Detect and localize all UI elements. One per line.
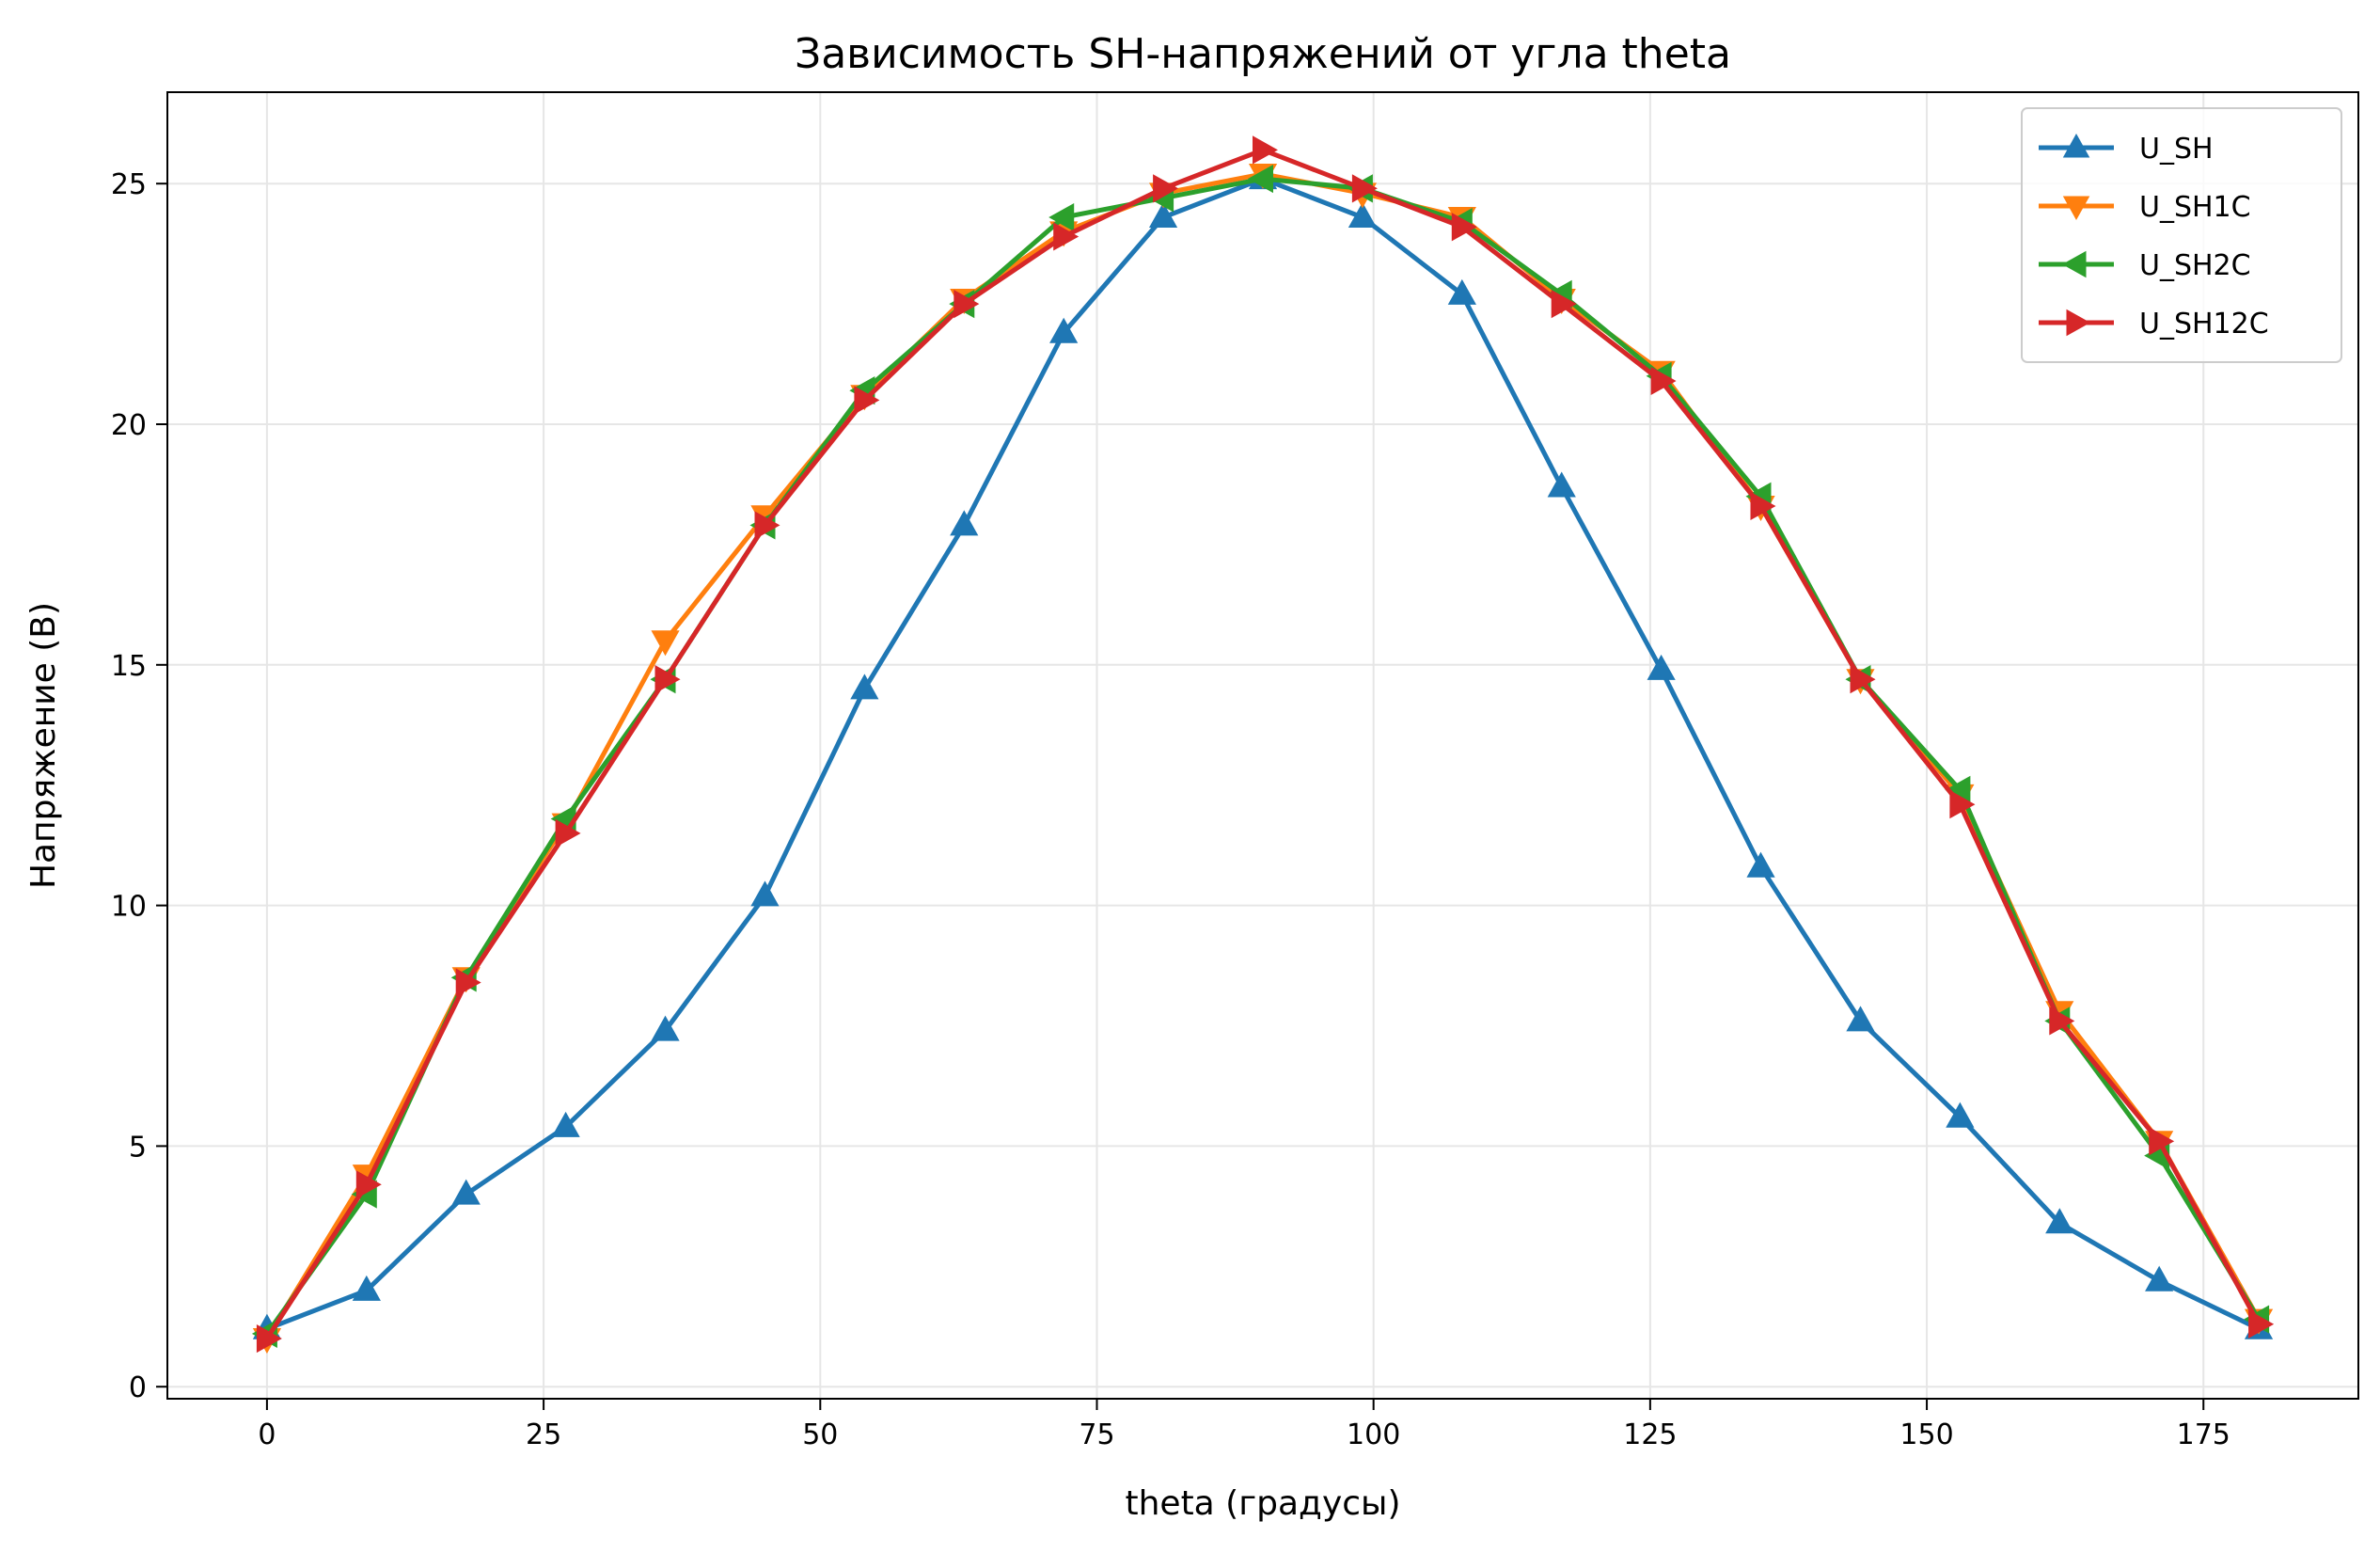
data-point (1846, 1006, 1875, 1032)
x-tick-label: 100 (1347, 1418, 1400, 1451)
data-point (1946, 1101, 1975, 1128)
data-point (850, 673, 879, 700)
x-tick-label: 0 (258, 1418, 276, 1451)
data-point (555, 818, 581, 848)
legend-swatch-marker (2062, 134, 2090, 158)
legend-label: U_SH2C (2139, 249, 2251, 282)
x-axis-title: theta (градусы) (1125, 1484, 1400, 1523)
data-point (2049, 1006, 2075, 1036)
data-point (950, 510, 979, 536)
data-point (1647, 654, 1676, 680)
y-axis-title: Напряжение (В) (24, 602, 63, 889)
y-tick-label: 10 (111, 891, 147, 924)
data-point (2149, 1127, 2175, 1156)
series-u-sh2c (251, 164, 2270, 1349)
data-point (854, 386, 880, 415)
x-tick-label: 175 (2177, 1418, 2230, 1451)
series-line (264, 147, 2262, 1340)
series-u-sh (252, 164, 2274, 1339)
data-point (754, 511, 780, 540)
legend-swatch-marker (2062, 250, 2087, 278)
y-tick-label: 5 (129, 1131, 147, 1164)
series-line (265, 176, 2261, 1332)
data-point (1053, 222, 1080, 251)
data-point (1148, 201, 1178, 228)
chart-title: Зависимость SH-напряжений от угла theta (795, 30, 1731, 78)
data-point (1451, 213, 1477, 242)
legend-swatch-marker (2066, 309, 2090, 337)
data-point (750, 880, 780, 907)
legend-label: U_SH12C (2139, 308, 2269, 341)
data-point (954, 290, 980, 319)
legend-label: U_SH1C (2139, 191, 2251, 224)
legend-box (2021, 107, 2342, 363)
series-u-sh12c (256, 135, 2275, 1354)
data-point (651, 1015, 680, 1041)
x-tick-label: 50 (802, 1418, 838, 1451)
data-point (1253, 135, 1279, 165)
x-tick-label: 75 (1079, 1418, 1114, 1451)
data-point (455, 968, 481, 997)
data-point (2145, 1265, 2174, 1292)
data-point (1348, 201, 1378, 228)
data-point (1153, 174, 1179, 203)
data-point (1850, 665, 1876, 694)
data-point (352, 1275, 381, 1301)
data-point (654, 665, 681, 694)
plot-area-frame (166, 91, 2359, 1400)
legend-swatch-marker (2062, 196, 2090, 220)
series-line (264, 171, 2262, 1340)
data-point (1750, 491, 1776, 521)
data-point (1650, 366, 1677, 396)
data-point (355, 1170, 382, 1199)
y-tick-label: 0 (129, 1371, 147, 1404)
series-line (264, 176, 2262, 1336)
data-point (1447, 278, 1476, 305)
data-point (1949, 790, 1976, 819)
data-point (651, 630, 680, 657)
y-tick-label: 25 (111, 168, 147, 201)
legend: U_SH U_SH1C U_SH2C U_SH12C (2021, 107, 2342, 363)
y-tick-label: 20 (111, 409, 147, 442)
data-point (1746, 851, 1775, 878)
x-tick-label: 125 (1623, 1418, 1677, 1451)
axis-ticks: 0 25 50 75 100 125 150 175 0 5 10 15 20 25 (111, 168, 2230, 1451)
series-layer (251, 135, 2275, 1355)
legend-label: U_SH (2139, 133, 2214, 166)
x-tick-label: 25 (526, 1418, 561, 1451)
data-point (451, 1179, 481, 1205)
y-tick-label: 15 (111, 650, 147, 683)
data-point (1049, 317, 1079, 343)
x-tick-label: 150 (1899, 1418, 1953, 1451)
data-point (1547, 471, 1576, 498)
data-point (1048, 202, 1075, 232)
data-point (2045, 1208, 2074, 1234)
data-point (1551, 290, 1577, 319)
data-point (1247, 164, 1273, 194)
data-point (256, 1323, 282, 1354)
data-point (1351, 174, 1378, 203)
data-point (2248, 1309, 2275, 1339)
data-point (551, 1111, 580, 1137)
series-u-sh1c (252, 164, 2274, 1355)
